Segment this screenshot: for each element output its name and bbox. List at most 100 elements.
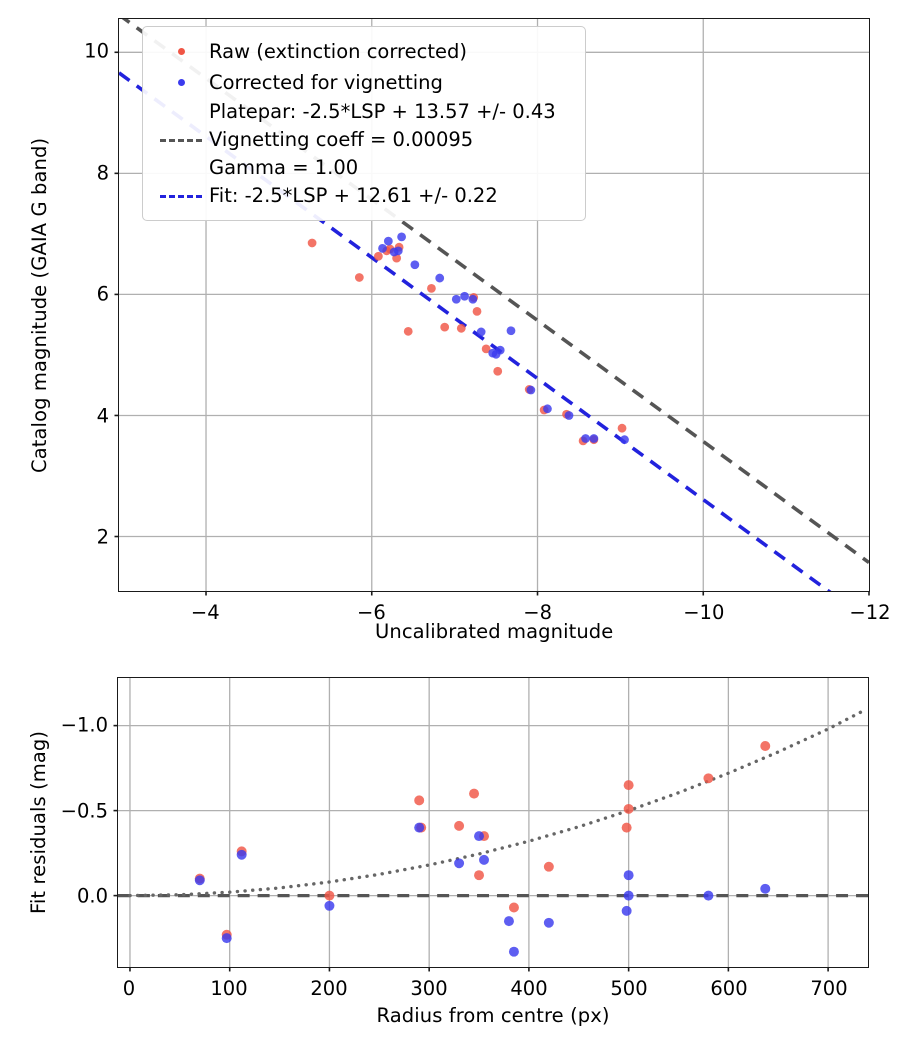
top-plot-x-axis-label: Uncalibrated magnitude xyxy=(375,620,614,643)
data-point-series-1 xyxy=(508,946,519,957)
top-x-tick-1: −6 xyxy=(357,601,386,624)
bottom-y-tick-1: −0.5 xyxy=(60,799,108,823)
top-x-tick-2: −8 xyxy=(523,601,552,624)
legend-key-blue-dash xyxy=(153,182,209,210)
legend-entry-fit: Fit: -2.5*LSP + 12.61 +/- 0.22 xyxy=(153,182,575,210)
legend-entry-raw: Raw (extinction corrected) xyxy=(153,36,575,67)
data-point-series-1 xyxy=(526,385,536,395)
data-point-series-0 xyxy=(617,423,627,433)
legend-key-gray-dash xyxy=(153,126,209,154)
data-point-series-1 xyxy=(760,883,771,894)
data-point-series-1 xyxy=(236,849,247,860)
legend-label-fit: Fit: -2.5*LSP + 12.61 +/- 0.22 xyxy=(209,184,498,208)
bottom-x-tick-3: 300 xyxy=(410,977,448,1000)
data-point-series-1 xyxy=(495,345,505,355)
data-point-series-0 xyxy=(543,861,554,872)
legend-entry-gamma: Gamma = 1.00 xyxy=(153,154,575,182)
data-point-series-0 xyxy=(623,803,634,814)
top-x-tick-0: −4 xyxy=(190,601,220,624)
model-lines xyxy=(118,710,868,898)
data-point-series-1 xyxy=(221,933,232,944)
bottom-x-tick-4: 400 xyxy=(510,977,548,1000)
data-point-series-0 xyxy=(621,822,632,833)
data-point-series-0 xyxy=(427,283,436,293)
data-point-series-0 xyxy=(414,795,425,806)
data-point-series-0 xyxy=(374,251,383,261)
data-point-series-0 xyxy=(760,741,771,751)
data-point-series-1 xyxy=(435,273,445,283)
bottom-x-tick-2: 200 xyxy=(310,977,348,1000)
legend-label-raw: Raw (extinction corrected) xyxy=(209,39,467,63)
legend-label-vignetting-coeff: Vignetting coeff = 0.00095 xyxy=(209,128,474,152)
bottom-y-tick-2: −1.0 xyxy=(60,713,108,737)
data-point-series-1 xyxy=(397,232,406,242)
data-point-series-1 xyxy=(623,870,634,881)
data-point-series-1 xyxy=(581,434,590,443)
data-point-series-1 xyxy=(703,890,714,901)
data-point-series-0 xyxy=(508,902,519,913)
data-point-series-1 xyxy=(479,854,490,865)
data-point-series-0 xyxy=(440,322,450,332)
data-point-series-1 xyxy=(503,916,514,927)
data-point-series-1 xyxy=(506,326,516,336)
data-point-series-0 xyxy=(493,366,503,376)
data-point-series-1 xyxy=(623,890,634,901)
top-y-tick-1: 4 xyxy=(96,404,109,428)
data-point-series-0 xyxy=(324,890,335,901)
data-point-series-1 xyxy=(543,917,554,928)
bottom-x-tick-5: 500 xyxy=(610,977,648,1000)
data-point-series-1 xyxy=(451,294,461,304)
top-x-tick-3: −10 xyxy=(683,601,725,624)
data-point-series-0 xyxy=(623,780,634,791)
legend-entry-corrected: Corrected for vignetting xyxy=(153,67,575,98)
legend-box: Raw (extinction corrected) Corrected for… xyxy=(142,26,586,221)
bottom-y-tick-0: 0.0 xyxy=(76,884,108,908)
legend-entry-vignetting-coeff: Vignetting coeff = 0.00095 xyxy=(153,126,575,154)
data-point-series-1 xyxy=(194,875,205,886)
data-point-series-0 xyxy=(354,273,364,282)
data-point-series-1 xyxy=(410,260,420,270)
data-point-series-1 xyxy=(460,291,469,301)
data-point-series-1 xyxy=(414,822,425,833)
top-plot-y-axis-label: Catalog magnitude (GAIA G band) xyxy=(28,137,51,473)
legend-entry-platepar: Platepar: -2.5*LSP + 13.57 +/- 0.43 xyxy=(153,98,575,126)
bottom-plot-x-axis-label: Radius from centre (px) xyxy=(376,1004,610,1027)
data-point-series-0 xyxy=(307,238,317,248)
legend-key-blue-dot xyxy=(153,67,209,98)
grid-lines xyxy=(118,678,868,967)
data-point-series-1 xyxy=(543,404,552,414)
top-y-tick-0: 2 xyxy=(96,525,109,549)
tick-marks xyxy=(114,51,870,596)
data-point-series-1 xyxy=(468,294,478,304)
residuals-plot-canvas xyxy=(113,678,868,972)
data-point-series-1 xyxy=(378,244,387,253)
data-point-series-1 xyxy=(474,831,485,842)
data-points xyxy=(194,741,771,957)
legend-key-blank-platepar xyxy=(153,98,209,126)
data-point-series-0 xyxy=(403,326,413,336)
data-point-series-1 xyxy=(621,905,632,916)
legend-key-blank-gamma xyxy=(153,154,209,182)
top-y-tick-3: 8 xyxy=(96,161,109,185)
data-point-series-0 xyxy=(481,344,491,354)
legend-label-corrected: Corrected for vignetting xyxy=(209,70,443,94)
bottom-x-tick-1: 100 xyxy=(210,977,248,1000)
data-point-series-0 xyxy=(454,820,465,831)
bottom-x-tick-6: 600 xyxy=(710,977,748,1000)
data-point-series-1 xyxy=(324,900,335,911)
data-point-series-0 xyxy=(456,323,466,333)
data-points xyxy=(307,232,629,446)
data-point-series-0 xyxy=(472,306,482,316)
data-point-series-1 xyxy=(620,435,629,445)
legend-label-gamma: Gamma = 1.00 xyxy=(209,156,359,180)
legend-label-platepar: Platepar: -2.5*LSP + 13.57 +/- 0.43 xyxy=(209,100,556,124)
tick-marks xyxy=(113,724,829,972)
bottom-plot-y-axis-label: Fit residuals (mag) xyxy=(27,730,50,914)
legend-key-red-dot xyxy=(153,36,209,67)
top-x-tick-4: −12 xyxy=(849,601,891,624)
data-point-series-1 xyxy=(589,434,599,443)
data-point-series-1 xyxy=(454,858,465,869)
fit-residuals-plot xyxy=(113,677,869,972)
data-point-series-0 xyxy=(703,773,714,784)
